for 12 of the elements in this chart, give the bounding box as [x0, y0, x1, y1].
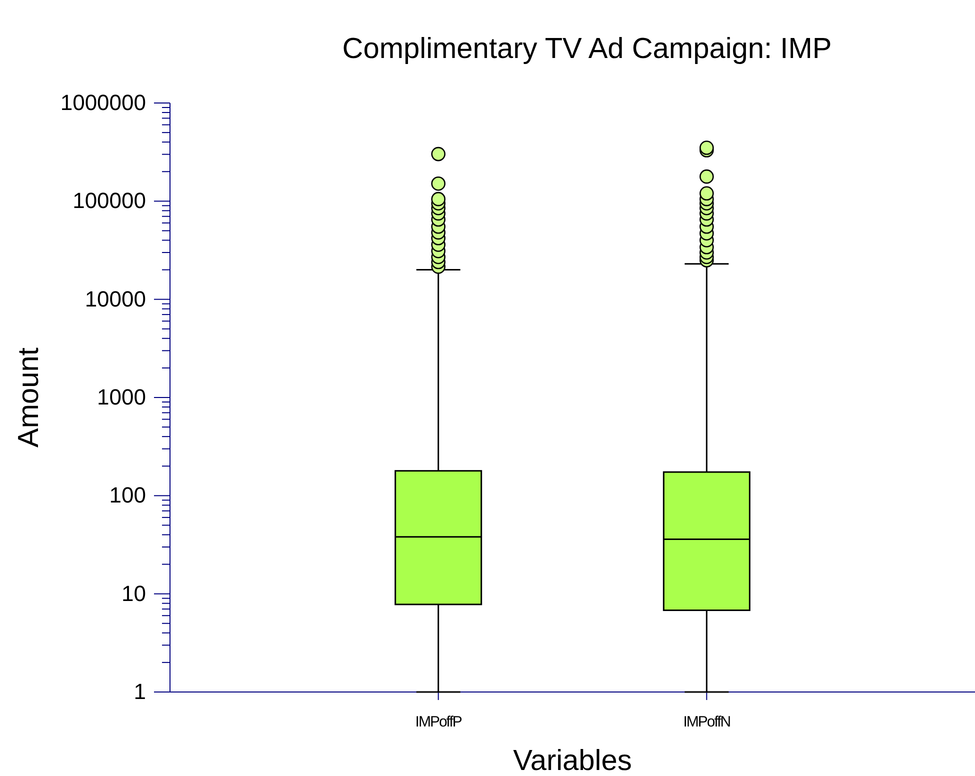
- y-tick-label: 10000: [84, 286, 146, 312]
- y-axis-title: Amount: [13, 348, 45, 448]
- y-tick-label: 1: [134, 679, 146, 704]
- chart-title: Complimentary TV Ad Campaign: IMP: [342, 33, 832, 65]
- y-tick-label: 1000: [97, 384, 146, 410]
- x-tick-label: IMPoffN: [683, 714, 730, 731]
- x-axis-title: Variables: [513, 745, 632, 776]
- y-tick-label: 10: [122, 580, 146, 606]
- y-tick-label: 100000: [72, 188, 146, 214]
- y-tick-label: 1000000: [60, 90, 146, 116]
- x-tick-label: IMPoffP: [415, 714, 462, 731]
- y-tick-label: 100: [109, 482, 146, 508]
